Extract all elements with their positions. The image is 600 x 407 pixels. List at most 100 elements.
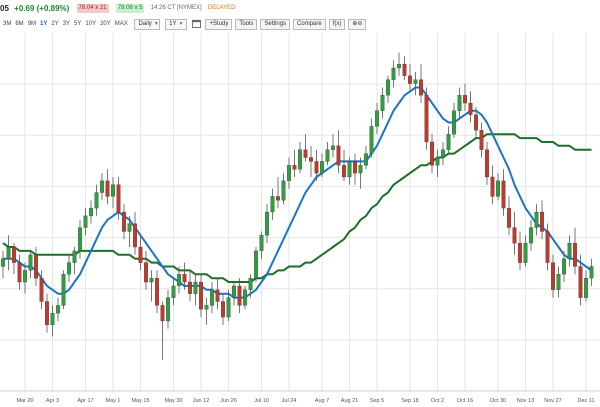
candle-down xyxy=(34,247,38,286)
candle-down xyxy=(512,212,517,255)
candle-body xyxy=(138,246,143,263)
candle-body xyxy=(556,274,561,290)
candle-body xyxy=(23,270,27,283)
calendar-icon[interactable] xyxy=(191,19,201,28)
candle-body xyxy=(199,281,203,310)
candle-body xyxy=(226,297,231,318)
candle-down xyxy=(402,56,407,80)
candle-body xyxy=(193,281,198,294)
candle-up xyxy=(265,204,269,244)
tools-button[interactable]: Tools xyxy=(235,19,258,30)
chevron-down-icon: ▾ xyxy=(179,21,183,27)
period-9m[interactable]: 9M xyxy=(27,21,37,27)
compare-button[interactable]: Compare xyxy=(293,19,326,30)
candle-body xyxy=(259,235,264,252)
candle-body xyxy=(122,211,126,232)
range-select[interactable]: 1Y ▾ xyxy=(165,19,188,30)
candle-body xyxy=(12,246,16,263)
candle-down xyxy=(155,270,159,314)
candle-body xyxy=(50,313,55,325)
period-max[interactable]: MAX xyxy=(114,21,128,27)
candle-down xyxy=(144,250,148,290)
candle-down xyxy=(237,278,242,314)
candle-body xyxy=(446,134,451,150)
candle-up xyxy=(446,126,451,154)
zoom-button[interactable]: ⊕⊖ xyxy=(348,19,367,30)
candle-up xyxy=(397,52,401,76)
period-3m[interactable]: 3M xyxy=(3,21,12,27)
candle-body xyxy=(116,184,121,213)
candle-body xyxy=(474,114,478,131)
candle-body xyxy=(380,95,385,111)
x-tick-label: Aug 7 xyxy=(315,398,329,404)
candle-body xyxy=(320,161,324,174)
candle-down xyxy=(17,254,22,290)
candle-body xyxy=(6,246,11,259)
candle-body xyxy=(424,95,429,143)
add-study-button[interactable]: +Study xyxy=(205,19,233,30)
period-6m[interactable]: 6M xyxy=(15,21,24,27)
candle-down xyxy=(45,293,49,333)
period-3y[interactable]: 3Y xyxy=(62,21,71,27)
candle-up xyxy=(56,297,60,321)
candle-body xyxy=(39,278,44,302)
candle-up xyxy=(375,103,379,135)
candle-body xyxy=(540,211,544,232)
x-tick-label: Oct 16 xyxy=(457,398,473,404)
chevron-down-icon: ▾ xyxy=(154,21,158,27)
candle-body xyxy=(545,231,550,263)
candle-body xyxy=(17,262,22,283)
candle-body xyxy=(166,297,170,322)
price-chart[interactable]: Mar 20 Apr 3 Apr 17 May 1 May 15 May 30 Jun 12… xyxy=(0,31,600,407)
candle-down xyxy=(578,254,583,306)
candle-up xyxy=(149,270,154,302)
candle-body xyxy=(419,79,423,96)
candle-down xyxy=(545,223,550,271)
candle-body xyxy=(479,130,484,150)
candlestick-series xyxy=(1,52,594,360)
candle-body xyxy=(1,258,5,267)
candle-up xyxy=(204,297,209,325)
period-1y[interactable]: 1Y xyxy=(40,21,48,27)
candle-body xyxy=(402,63,407,76)
candle-down xyxy=(292,149,297,177)
x-tick-label: Jul 10 xyxy=(254,398,269,404)
interval-select[interactable]: Daily ▾ xyxy=(134,19,161,30)
candle-body xyxy=(72,250,77,263)
candle-body xyxy=(276,196,280,201)
period-5y[interactable]: 5Y xyxy=(74,21,82,27)
x-tick-label: Jun 12 xyxy=(193,398,210,404)
ask-quote: 78.06 x 5 xyxy=(115,4,145,13)
candle-body xyxy=(28,254,33,271)
period-20y[interactable]: 20Y xyxy=(100,21,111,27)
candle-body xyxy=(309,157,313,162)
candle-body xyxy=(188,281,192,294)
candle-up xyxy=(111,176,115,209)
candle-body xyxy=(485,149,489,178)
candle-down xyxy=(353,153,357,185)
candle-body xyxy=(171,285,176,298)
candle-up xyxy=(83,208,88,236)
candle-down xyxy=(215,278,220,310)
candle-body xyxy=(303,149,308,158)
function-button[interactable]: f(x) xyxy=(328,19,346,30)
period-2y[interactable]: 2Y xyxy=(51,21,59,27)
period-10y[interactable]: 10Y xyxy=(85,21,97,27)
x-tick-label: May 15 xyxy=(131,398,149,404)
candle-up xyxy=(380,87,385,119)
candle-body xyxy=(567,242,572,259)
candle-body xyxy=(331,145,335,150)
candle-body xyxy=(463,95,467,104)
candle-body xyxy=(177,274,181,287)
candle-down xyxy=(540,200,544,240)
settings-button[interactable]: Settings xyxy=(260,19,291,30)
candle-down xyxy=(490,165,495,205)
x-tick-label: Dec 11 xyxy=(577,398,594,404)
candle-body xyxy=(518,242,522,263)
candle-up xyxy=(496,173,500,201)
candle-up xyxy=(193,274,198,306)
candle-down xyxy=(221,293,225,325)
candle-body xyxy=(430,141,434,166)
candle-up xyxy=(584,270,588,302)
candle-down xyxy=(551,254,555,298)
